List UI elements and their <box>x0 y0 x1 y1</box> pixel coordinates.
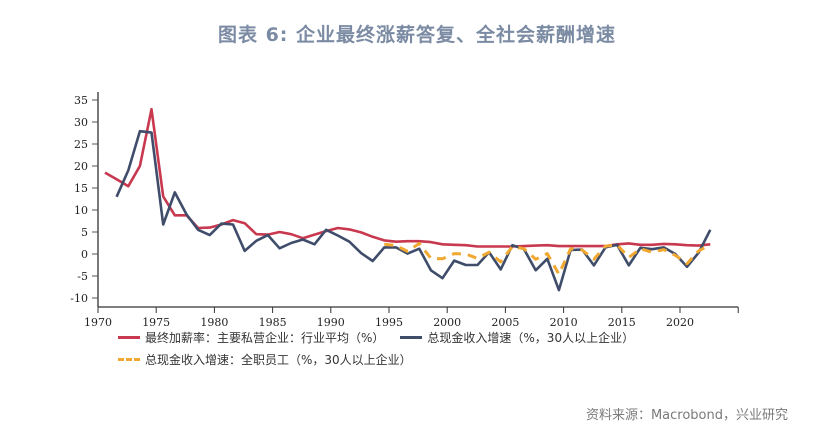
x-tick-label: 1980 <box>200 316 228 329</box>
x-tick-label: 2010 <box>550 316 578 329</box>
legend-label-series3: 总现金收入增速：全职员工（%，30人以上企业） <box>145 352 412 367</box>
y-tick-label: 5 <box>81 226 88 239</box>
legend-item-series3: 总现金收入增速：全职员工（%，30人以上企业） <box>118 351 412 368</box>
y-tick-label: 35 <box>74 94 88 107</box>
legend-label-series2: 总现金收入增速（%，30人以上企业） <box>427 330 635 345</box>
orange-dashed-swatch-icon <box>118 357 140 361</box>
x-tick-label: 1985 <box>259 316 287 329</box>
legend-label-series1: 最终加薪率：主要私营企业：行业平均（%） <box>145 330 385 345</box>
y-tick-label: 20 <box>74 160 88 173</box>
legend-item-series2: 总现金收入增速（%，30人以上企业） <box>400 329 634 346</box>
x-tick-label: 1975 <box>142 316 170 329</box>
navy-line-swatch-icon <box>400 335 423 339</box>
x-tick-label: 2000 <box>433 316 461 329</box>
x-tick-label: 1995 <box>375 316 403 329</box>
y-tick-label: -5 <box>77 270 88 283</box>
x-tick-label: 2005 <box>491 316 519 329</box>
x-tick-label: 1990 <box>317 316 345 329</box>
y-tick-label: 10 <box>74 204 88 217</box>
y-tick-label: 25 <box>74 138 88 151</box>
series-fulltime-cash-earnings-line <box>384 241 711 276</box>
x-tick-label: 1970 <box>84 316 112 329</box>
y-tick-label: 0 <box>81 248 88 261</box>
legend-row-2: 总现金收入增速：全职员工（%，30人以上企业） <box>118 348 650 370</box>
legend-row-1: 最终加薪率：主要私营企业：行业平均（%） 总现金收入增速（%，30人以上企业） <box>118 326 650 348</box>
y-tick-label: 15 <box>74 182 88 195</box>
y-tick-label: -10 <box>70 292 88 305</box>
y-tick-label: 30 <box>74 116 88 129</box>
series-total-cash-earnings-line <box>115 129 712 292</box>
source-note: 资料来源：Macrobond，兴业研究 <box>585 408 788 423</box>
x-tick-label: 2015 <box>608 316 636 329</box>
x-tick-label: 2020 <box>666 316 694 329</box>
red-line-swatch-icon <box>118 335 140 339</box>
legend-item-series1: 最终加薪率：主要私营企业：行业平均（%） <box>118 329 384 346</box>
chart-title: 图表 6: 企业最终涨薪答复、全社会薪酬增速 <box>217 24 617 46</box>
chart-legend: 最终加薪率：主要私营企业：行业平均（%） 总现金收入增速（%，30人以上企业） … <box>118 326 650 370</box>
